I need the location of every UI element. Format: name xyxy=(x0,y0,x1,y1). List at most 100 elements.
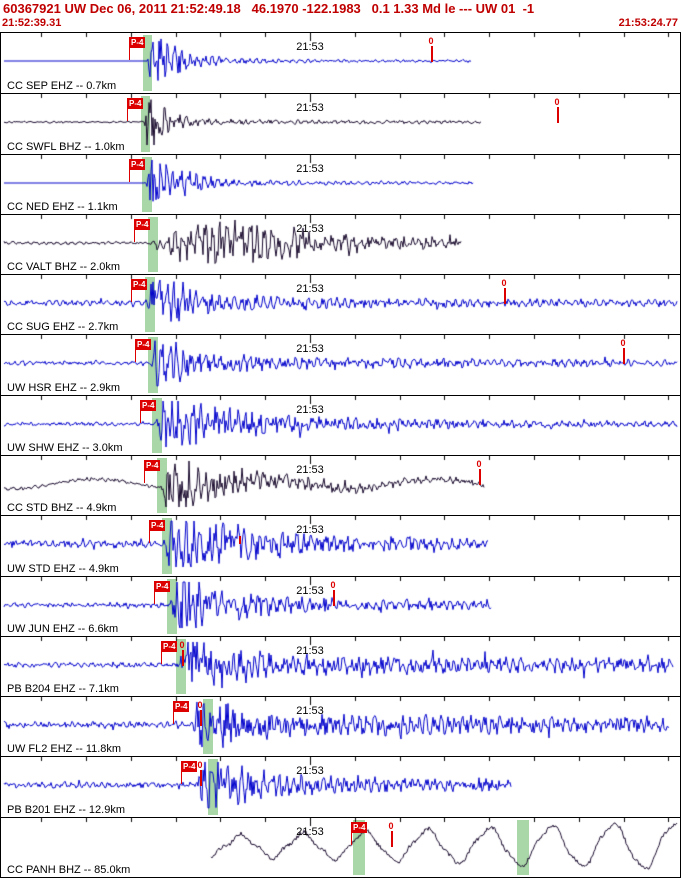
waveform-canvas[interactable] xyxy=(1,697,680,757)
p-pick-line[interactable] xyxy=(181,772,182,785)
station-label: UW JUN EHZ -- 6.6km xyxy=(7,622,119,635)
coda-marker-line[interactable] xyxy=(504,288,506,305)
coda-marker-line[interactable] xyxy=(479,469,481,485)
minute-tick-label: 21:53 xyxy=(296,343,324,356)
minute-tick-label: 21:53 xyxy=(296,102,324,115)
coda-marker-line[interactable] xyxy=(557,107,559,124)
minute-tick-label: 21:53 xyxy=(296,222,324,235)
station-label: UW HSR EHZ -- 2.9km xyxy=(7,381,121,394)
minute-tick-label: 21:53 xyxy=(296,162,324,175)
coda-marker-label: 0 xyxy=(554,97,560,108)
p-pick-flag[interactable]: P-4 xyxy=(149,520,166,532)
minute-tick-label: 21:53 xyxy=(296,644,324,657)
p-pick-line[interactable] xyxy=(135,350,136,363)
trace-row-uw-jun-ehz: 21:53 P-4 0 UW JUN EHZ -- 6.6km xyxy=(1,575,680,636)
trace-row-cc-swfl-bhz: 21:53 P-4 0 CC SWFL BHZ -- 1.0km xyxy=(1,93,680,154)
p-pick-flag[interactable]: P-4 xyxy=(181,761,198,773)
p-pick-line[interactable] xyxy=(149,531,150,544)
p-pick-flag[interactable]: P-4 xyxy=(154,580,171,592)
waveform-canvas[interactable] xyxy=(1,335,680,395)
coda-marker-line[interactable] xyxy=(200,770,202,787)
waveform-canvas[interactable] xyxy=(1,817,680,877)
trace-row-cc-panh-bhz: 21:53 P-4 0 CC PANH BHZ -- 85.0km xyxy=(1,816,680,877)
station-label: CC SWFL BHZ -- 1.0km xyxy=(7,140,125,153)
waveform-canvas[interactable] xyxy=(1,154,680,214)
p-pick-line[interactable] xyxy=(144,471,145,483)
coda-marker-label: 0 xyxy=(620,338,626,349)
waveform-canvas[interactable] xyxy=(1,275,680,335)
trace-row-cc-ned-ehz: 21:53 P-4 CC NED EHZ -- 1.1km xyxy=(1,153,680,214)
p-pick-flag[interactable]: P-4 xyxy=(173,701,190,713)
p-pick-line[interactable] xyxy=(127,109,128,122)
station-label: CC SEP EHZ -- 0.7km xyxy=(7,80,117,93)
waveform-canvas[interactable] xyxy=(1,576,680,636)
p-pick-flag[interactable]: P-4 xyxy=(129,158,146,170)
waveform-canvas[interactable] xyxy=(1,33,680,94)
station-label: PB B201 EHZ -- 12.9km xyxy=(7,803,125,816)
coda-marker-line[interactable] xyxy=(333,589,335,606)
coda-marker-label: 0 xyxy=(501,278,507,289)
coda-marker-line[interactable] xyxy=(431,46,433,62)
trace-row-uw-fl2-ehz: 21:53 P-4 0 UW FL2 EHZ -- 11.8km xyxy=(1,696,680,757)
p-pick-line[interactable] xyxy=(129,169,130,182)
minute-tick-label: 21:53 xyxy=(296,705,324,718)
coda-marker-line[interactable] xyxy=(200,710,202,727)
waveform-canvas[interactable] xyxy=(1,94,680,154)
minute-tick-label: 21:53 xyxy=(296,524,324,537)
p-pick-flag[interactable]: P-4 xyxy=(135,339,152,351)
coda-marker-line[interactable] xyxy=(623,348,625,365)
window-start-time: 21:52:39.31 xyxy=(2,17,62,29)
p-pick-line[interactable] xyxy=(131,290,132,303)
minute-tick-label: 21:53 xyxy=(296,283,324,296)
trace-row-uw-hsr-ehz: 21:53 P-4 0 UW HSR EHZ -- 2.9km xyxy=(1,334,680,395)
coda-marker-line[interactable] xyxy=(239,536,241,545)
trace-row-uw-std-ehz: 21:53 P-4 UW STD EHZ -- 4.9km xyxy=(1,515,680,576)
coda-marker-label: 0 xyxy=(428,36,434,46)
p-pick-flag[interactable]: P-4 xyxy=(127,98,144,110)
coda-marker-label: 0 xyxy=(388,820,394,831)
station-label: UW STD EHZ -- 4.9km xyxy=(7,562,119,575)
p-pick-flag[interactable]: P-4 xyxy=(351,821,368,833)
coda-marker-label: 0 xyxy=(197,760,203,771)
trace-row-cc-std-bhz: 21:53 P-4 0 CC STD BHZ -- 4.9km xyxy=(1,455,680,516)
waveform-canvas[interactable] xyxy=(1,757,680,817)
p-pick-line[interactable] xyxy=(140,410,141,423)
p-pick-line[interactable] xyxy=(161,651,162,664)
p-pick-line[interactable] xyxy=(154,591,155,604)
minute-tick-label: 21:53 xyxy=(296,825,324,838)
station-label: CC PANH BHZ -- 85.0km xyxy=(7,863,131,876)
waveform-canvas[interactable] xyxy=(1,636,680,697)
minute-tick-label: 21:53 xyxy=(296,464,324,476)
coda-marker-label: 0 xyxy=(330,579,336,590)
p-pick-line[interactable] xyxy=(173,712,174,725)
station-label: PB B204 EHZ -- 7.1km xyxy=(7,683,119,696)
trace-panel: 21:53 P-4 0 CC SEP EHZ -- 0.7km 21:53 P-4 0 CC … xyxy=(0,32,681,878)
p-pick-flag[interactable]: P-4 xyxy=(131,279,148,291)
waveform-canvas[interactable] xyxy=(1,395,680,455)
trace-row-pb-b204-ehz: 21:53 P-4 0 PB B204 EHZ -- 7.1km xyxy=(1,635,680,697)
coda-marker-line[interactable] xyxy=(182,649,184,666)
station-label: CC SUG EHZ -- 2.7km xyxy=(7,321,119,334)
p-pick-line[interactable] xyxy=(134,229,135,242)
p-pick-line[interactable] xyxy=(351,832,352,845)
p-pick-flag[interactable]: P-4 xyxy=(144,460,161,471)
coda-marker-line[interactable] xyxy=(391,830,393,847)
event-header: 60367921 UW Dec 06, 2011 21:52:49.18 46.… xyxy=(3,1,535,16)
waveform-canvas[interactable] xyxy=(1,214,680,275)
station-label: CC VALT BHZ -- 2.0km xyxy=(7,261,121,274)
p-pick-flag[interactable]: P-4 xyxy=(140,399,157,411)
minute-tick-label: 21:53 xyxy=(296,765,324,778)
p-pick-flag[interactable]: P-4 xyxy=(134,218,151,230)
station-label: UW FL2 EHZ -- 11.8km xyxy=(7,743,122,756)
waveform-canvas[interactable] xyxy=(1,516,680,576)
p-pick-flag[interactable]: P-4 xyxy=(129,37,146,48)
p-pick-flag[interactable]: P-4 xyxy=(161,640,178,652)
station-label: UW SHW EHZ -- 3.0km xyxy=(7,441,123,454)
waveform-canvas[interactable] xyxy=(1,456,680,516)
coda-marker-label: 0 xyxy=(197,700,203,711)
station-label: CC NED EHZ -- 1.1km xyxy=(7,200,118,213)
minute-tick-label: 21:53 xyxy=(296,584,324,597)
p-pick-line[interactable] xyxy=(129,48,130,60)
trace-row-pb-b201-ehz: 21:53 P-4 0 PB B201 EHZ -- 12.9km xyxy=(1,756,680,817)
